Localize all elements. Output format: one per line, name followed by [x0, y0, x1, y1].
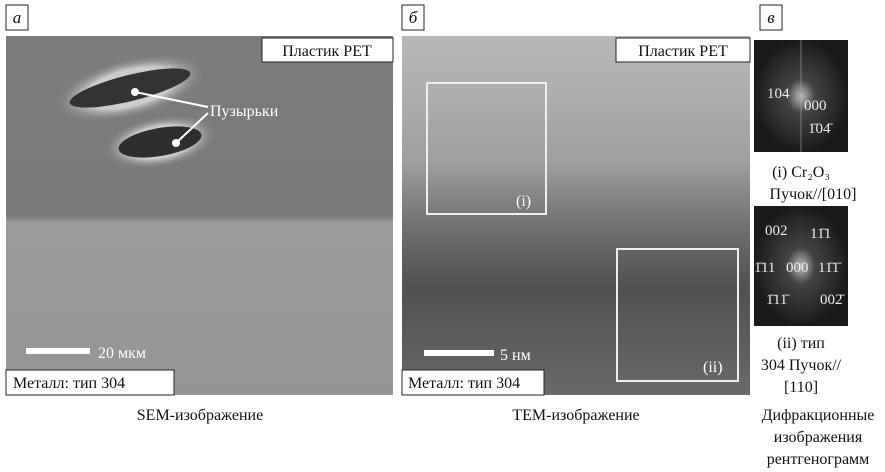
tem-image [402, 36, 750, 395]
overlay-label: Металл: тип 304 [13, 375, 125, 392]
panel-label: в [767, 8, 775, 27]
overlay-label: Пластик PET [282, 43, 372, 60]
scale-bar [424, 350, 494, 356]
diffraction-index: 1̄04̄ [808, 121, 834, 137]
diffraction-index: 000 [786, 260, 809, 276]
diffraction-index: 002̄ [820, 292, 846, 308]
figure: а Пластик PET Пузырьки 20 мкм Металл: ти… [0, 0, 885, 472]
pattern-caption: 304 Пучок// [761, 357, 842, 374]
diffraction-index: 11̄1̄ [818, 260, 842, 276]
diffraction-index: 104 [767, 86, 790, 102]
scale-label: 20 мкм [98, 345, 146, 362]
overlay-label: Пластик PET [638, 43, 728, 60]
diffraction-index: 11̄1 [810, 226, 831, 242]
overlay-label: Пузырьки [210, 103, 279, 120]
region-label: (ii) [703, 359, 723, 376]
panel-caption: изображения [774, 429, 863, 446]
panel-caption: SEM-изображение [137, 407, 263, 424]
panel-caption: Дифракционные [762, 407, 875, 424]
scale-label: 5 нм [500, 347, 531, 364]
pattern-caption: (ii) тип [777, 335, 825, 352]
panel-caption: рентгенограмм [767, 451, 870, 468]
pointer-dot [172, 139, 180, 147]
diffraction-index: 002 [765, 223, 788, 239]
region-label: (i) [516, 193, 531, 210]
pattern-caption: Пучок//[010] [770, 186, 857, 203]
pattern-caption: (i) Cr₂O₃ [772, 164, 830, 181]
panel-label: б [409, 8, 418, 27]
overlay-label: Металл: тип 304 [408, 375, 520, 392]
pointer-dot [131, 88, 139, 96]
scale-bar [26, 348, 90, 354]
panel-label: а [13, 8, 22, 27]
diffraction-index: 1̄11̄ [766, 292, 790, 308]
pattern-caption: [110] [784, 379, 818, 396]
diffraction-index: 1̄11 [754, 260, 775, 276]
panel-caption: TEM-изображение [512, 407, 639, 424]
diffraction-index: 000 [804, 98, 827, 114]
